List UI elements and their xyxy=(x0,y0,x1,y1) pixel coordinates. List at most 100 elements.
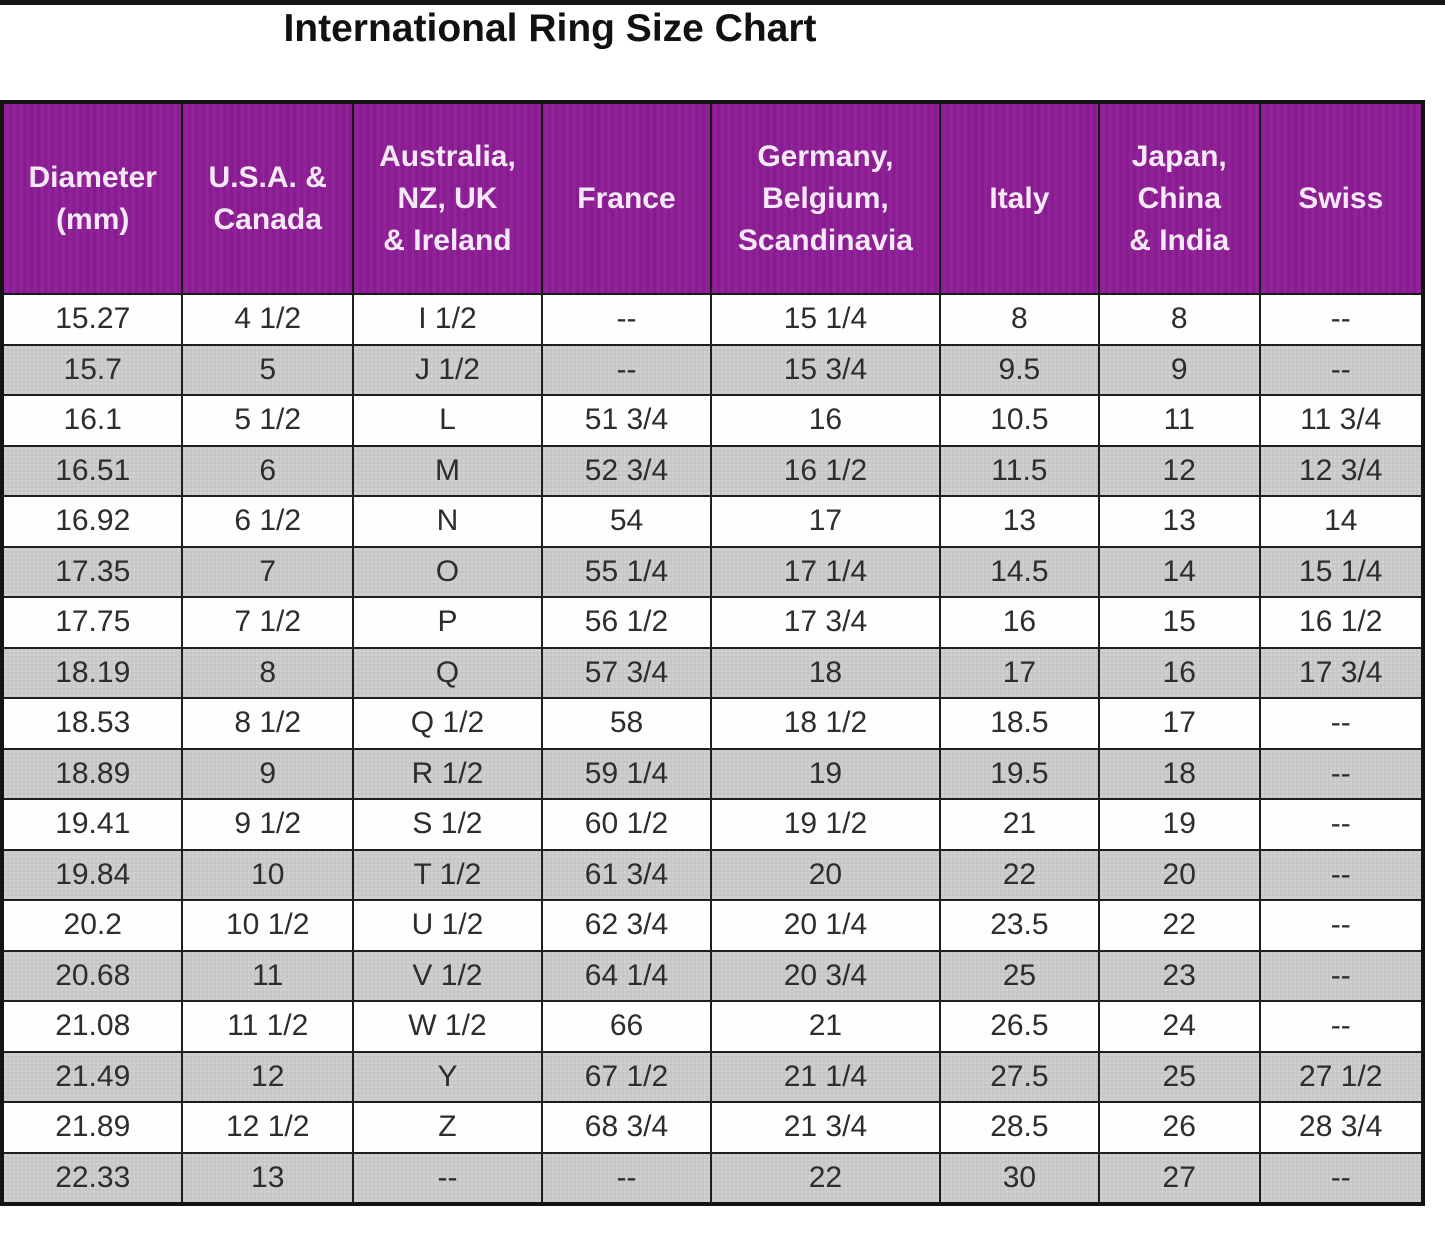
table-cell: -- xyxy=(1258,343,1425,396)
table-row: 18.19 8 Q 57 3/4 18 17 16 17 3/4 xyxy=(0,646,1425,699)
table-cell: 17 3/4 xyxy=(1258,646,1425,699)
table-cell: 13 xyxy=(181,1151,354,1205)
table-cell: -- xyxy=(1258,1151,1425,1205)
table-cell: 15 1/4 xyxy=(1258,545,1425,598)
table-cell: 23 xyxy=(1097,949,1261,1002)
table-cell: -- xyxy=(540,1151,713,1205)
table-cell: -- xyxy=(540,293,713,346)
table-row: 21.89 12 1/2 Z 68 3/4 21 3/4 28.5 26 28 3/4 xyxy=(0,1101,1425,1154)
table-cell: 18 xyxy=(1097,747,1261,800)
table-cell: 18 xyxy=(710,646,941,699)
table-cell: 19.5 xyxy=(938,747,1100,800)
table-row: 20.2 10 1/2 U 1/2 62 3/4 20 1/4 23.5 22 -- xyxy=(0,899,1425,952)
table-cell: 58 xyxy=(540,697,713,750)
table-cell: 54 xyxy=(540,495,713,548)
table-cell: 6 xyxy=(181,444,354,497)
table-cell: 21 3/4 xyxy=(710,1101,941,1154)
table-cell: 22.33 xyxy=(0,1151,184,1205)
table-cell: W 1/2 xyxy=(351,1000,543,1053)
table-cell: -- xyxy=(1258,697,1425,750)
page-title: International Ring Size Chart xyxy=(283,7,817,50)
table-cell: 20 1/4 xyxy=(710,899,941,952)
table-body: 15.27 4 1/2 I 1/2 -- 15 1/4 8 8 -- 15.7 5 J 1/2 -- 1… xyxy=(0,293,1425,1205)
table-cell: 21 xyxy=(710,1000,941,1053)
table-cell: 11 3/4 xyxy=(1258,394,1425,447)
table-cell: R 1/2 xyxy=(351,747,543,800)
table-cell: 14 xyxy=(1097,545,1261,598)
table-row: 17.75 7 1/2 P 56 1/2 17 3/4 16 15 16 1/2 xyxy=(0,596,1425,649)
table-cell: -- xyxy=(1258,293,1425,346)
table-cell: 68 3/4 xyxy=(540,1101,713,1154)
table-cell: 19.84 xyxy=(0,848,184,901)
table-cell: 20.68 xyxy=(0,949,184,1002)
table-cell: 21.49 xyxy=(0,1050,184,1103)
table-cell: 14 xyxy=(1258,495,1425,548)
table-cell: 18.19 xyxy=(0,646,184,699)
table-cell: 9 xyxy=(1097,343,1261,396)
table-cell: 18.53 xyxy=(0,697,184,750)
table-cell: 11 xyxy=(181,949,354,1002)
table-cell: 8 1/2 xyxy=(181,697,354,750)
table-cell: 17 xyxy=(1097,697,1261,750)
table-cell: 12 1/2 xyxy=(181,1101,354,1154)
table-cell: 16.1 xyxy=(0,394,184,447)
table-cell: 66 xyxy=(540,1000,713,1053)
table-cell: 17 xyxy=(938,646,1100,699)
table-cell: 16 xyxy=(1097,646,1261,699)
table-cell: 7 xyxy=(181,545,354,598)
table-row: 19.41 9 1/2 S 1/2 60 1/2 19 1/2 21 19 -- xyxy=(0,798,1425,851)
table-cell: 7 1/2 xyxy=(181,596,354,649)
table-cell: 16.92 xyxy=(0,495,184,548)
table-cell: 17 xyxy=(710,495,941,548)
table-cell: 57 3/4 xyxy=(540,646,713,699)
table-row: 18.53 8 1/2 Q 1/2 58 18 1/2 18.5 17 -- xyxy=(0,697,1425,750)
table-cell: 67 1/2 xyxy=(540,1050,713,1103)
table-cell: -- xyxy=(1258,848,1425,901)
table-cell: 52 3/4 xyxy=(540,444,713,497)
table-cell: 51 3/4 xyxy=(540,394,713,447)
table-cell: 12 3/4 xyxy=(1258,444,1425,497)
table-cell: V 1/2 xyxy=(351,949,543,1002)
table-cell: 20 xyxy=(710,848,941,901)
table-cell: 26 xyxy=(1097,1101,1261,1154)
table-cell: 22 xyxy=(938,848,1100,901)
table-cell: 10 1/2 xyxy=(181,899,354,952)
table-cell: 18 1/2 xyxy=(710,697,941,750)
table-cell: 17 1/4 xyxy=(710,545,941,598)
table-cell: 20 xyxy=(1097,848,1261,901)
table-cell: 9 xyxy=(181,747,354,800)
table-row: 16.1 5 1/2 L 51 3/4 16 10.5 11 11 3/4 xyxy=(0,394,1425,447)
table-row: 17.35 7 O 55 1/4 17 1/4 14.5 14 15 1/4 xyxy=(0,545,1425,598)
table-cell: 15.7 xyxy=(0,343,184,396)
table-cell: 25 xyxy=(1097,1050,1261,1103)
table-cell: N xyxy=(351,495,543,548)
table-cell: 16 xyxy=(710,394,941,447)
table-cell: 22 xyxy=(1097,899,1261,952)
table-cell: 27 xyxy=(1097,1151,1261,1205)
table-row: 20.68 11 V 1/2 64 1/4 20 3/4 25 23 -- xyxy=(0,949,1425,1002)
table-cell: 28.5 xyxy=(938,1101,1100,1154)
table-cell: 9.5 xyxy=(938,343,1100,396)
table-row: 15.27 4 1/2 I 1/2 -- 15 1/4 8 8 -- xyxy=(0,293,1425,346)
table-cell: 21 xyxy=(938,798,1100,851)
table-cell: 19 xyxy=(1097,798,1261,851)
table-cell: 21 1/4 xyxy=(710,1050,941,1103)
top-border-line xyxy=(0,0,1445,5)
table-cell: 17.75 xyxy=(0,596,184,649)
header-row: Diameter (mm) U.S.A. & Canada Australia,… xyxy=(0,101,1425,295)
table-cell: 17.35 xyxy=(0,545,184,598)
table-cell: 5 1/2 xyxy=(181,394,354,447)
table-cell: 11 1/2 xyxy=(181,1000,354,1053)
table-cell: 27.5 xyxy=(938,1050,1100,1103)
table-cell: 28 3/4 xyxy=(1258,1101,1425,1154)
table-cell: 21.08 xyxy=(0,1000,184,1053)
col-header-japan-china-india: Japan, China & India xyxy=(1097,101,1261,295)
table-cell: 15 3/4 xyxy=(710,343,941,396)
table-cell: I 1/2 xyxy=(351,293,543,346)
col-header-usa-canada: U.S.A. & Canada xyxy=(181,101,354,295)
col-header-australia-nz-uk-ireland: Australia, NZ, UK & Ireland xyxy=(351,101,543,295)
table-cell: 14.5 xyxy=(938,545,1100,598)
table-cell: 5 xyxy=(181,343,354,396)
table-cell: Q xyxy=(351,646,543,699)
table-cell: -- xyxy=(1258,1000,1425,1053)
